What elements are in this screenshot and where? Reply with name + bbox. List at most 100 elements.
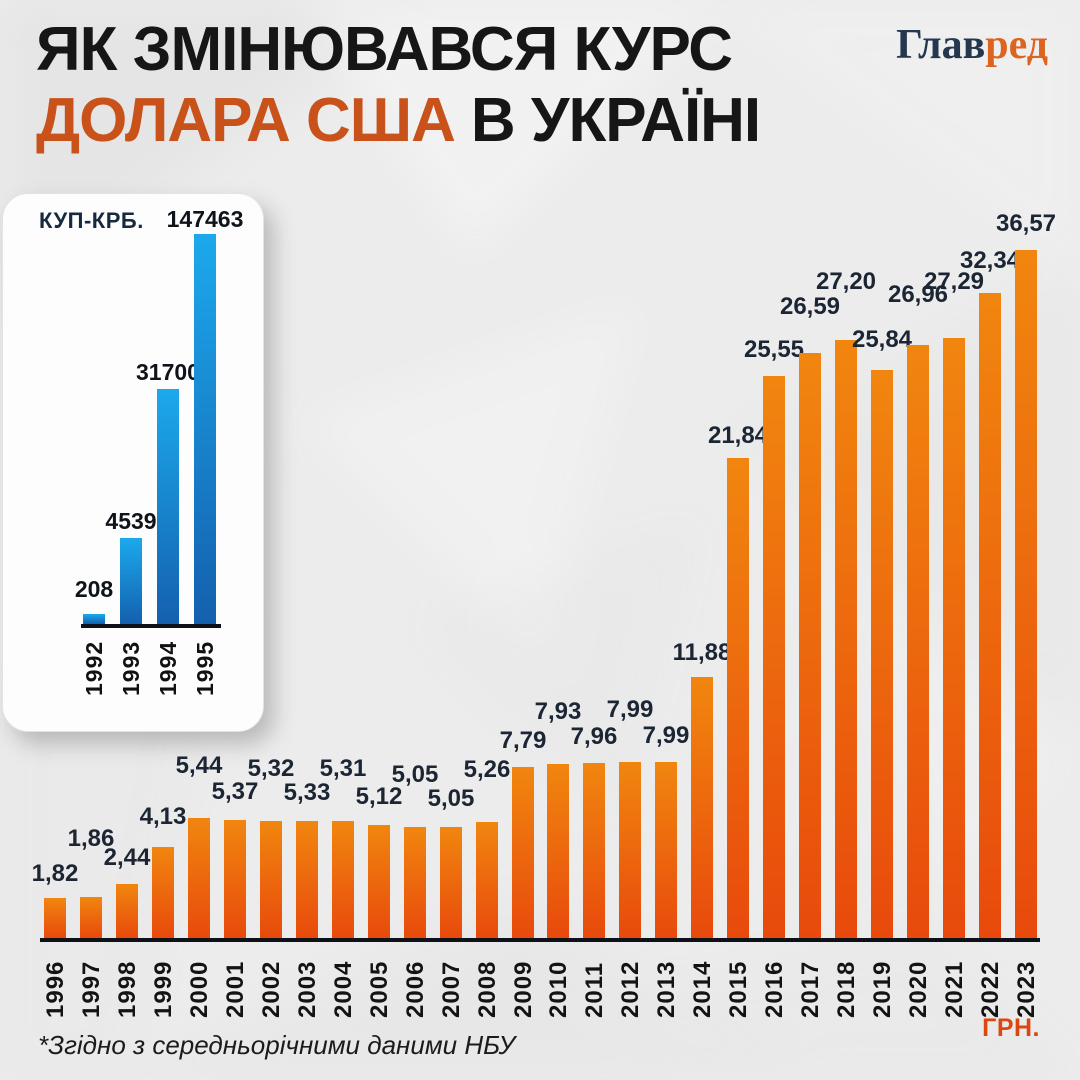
- main-x-axis: [40, 938, 1040, 942]
- title-line1: ЯК ЗМІНЮВАВСЯ КУРС: [36, 15, 733, 84]
- bar-2009: [512, 767, 534, 938]
- brand-logo-dark-part: Глав: [896, 22, 986, 68]
- year-label-2004: 2004: [330, 960, 357, 1018]
- bar-value-label-2023: 36,57: [995, 210, 1057, 237]
- year-label-2018: 2018: [833, 960, 860, 1018]
- inset-chart: 208 1992 4539 1993 31700 1994 147463 1995: [3, 194, 263, 731]
- bar-value-label-2018: 27,20: [815, 268, 877, 295]
- bar-value-label-2010: 7,93: [534, 698, 582, 725]
- bar-2003: [296, 821, 318, 938]
- bar-2012: [619, 762, 641, 938]
- year-label-2021: 2021: [941, 960, 968, 1018]
- bar-value-label-1998: 2,44: [103, 844, 151, 871]
- bar-value-label-1995: 147463: [166, 206, 244, 232]
- bar-value-label-2002: 5,32: [247, 755, 295, 782]
- bar-value-label-1994: 31700: [136, 359, 200, 385]
- bar-2023: [1015, 250, 1037, 938]
- bar-2010: [547, 764, 569, 938]
- year-label-2019: 2019: [869, 960, 896, 1018]
- bar-2018: [835, 340, 857, 938]
- bar-1998: [116, 884, 138, 938]
- bar-value-label-2021: 27,29: [923, 268, 985, 295]
- bar-1993: [120, 538, 142, 624]
- bar-1997: [80, 897, 102, 938]
- main-unit-label: ГРН.: [982, 1014, 1040, 1042]
- year-label-2017: 2017: [797, 960, 824, 1018]
- bar-2001: [224, 820, 246, 938]
- bar-2019: [871, 370, 893, 938]
- bar-value-label-2014: 11,88: [672, 639, 732, 666]
- bar-value-label-2011: 7,96: [570, 723, 618, 750]
- year-label-2016: 2016: [761, 960, 788, 1018]
- bar-2000: [188, 818, 210, 938]
- year-label-2005: 2005: [366, 960, 393, 1018]
- bar-2022: [979, 293, 1001, 938]
- bar-1996: [44, 898, 66, 938]
- title-line2: ДОЛАРА США В УКРАЇНІ: [36, 85, 761, 156]
- bar-value-label-1999: 4,13: [139, 803, 187, 830]
- bar-2021: [943, 338, 965, 938]
- year-label-2000: 2000: [186, 960, 213, 1018]
- year-label-1998: 1998: [114, 960, 141, 1018]
- year-label-1996: 1996: [42, 960, 69, 1018]
- year-label-2009: 2009: [510, 960, 537, 1018]
- inset-chart-card: КУП-КРБ. 208 1992 4539 1993 31700 1994 147463 1…: [2, 193, 264, 732]
- inset-unit-label: КУП-КРБ.: [39, 208, 144, 233]
- bar-2006: [404, 827, 426, 938]
- year-label-2013: 2013: [653, 960, 680, 1018]
- bar-2014: [691, 677, 713, 938]
- bar-1999: [152, 847, 174, 938]
- title-highlight: ДОЛАРА США: [36, 86, 456, 155]
- bar-2002: [260, 821, 282, 938]
- bar-value-label-2006: 5,05: [391, 761, 439, 788]
- bar-2004: [332, 821, 354, 938]
- bar-2008: [476, 822, 498, 938]
- bar-2007: [440, 827, 462, 938]
- footnote: *Згідно з середньорічними даними НБУ: [38, 1030, 516, 1060]
- year-label-2008: 2008: [474, 960, 501, 1018]
- brand-logo: Главред: [896, 24, 1048, 66]
- year-label-2010: 2010: [545, 960, 572, 1018]
- bar-value-label-2022: 32,34: [959, 247, 1021, 274]
- bar-value-label-2016: 25,55: [743, 336, 805, 363]
- year-label-1999: 1999: [150, 960, 177, 1018]
- bar-value-label-2012: 7,99: [606, 696, 654, 723]
- year-label-2001: 2001: [222, 960, 249, 1018]
- bar-2020: [907, 345, 929, 938]
- bar-2005: [368, 825, 390, 938]
- brand-logo-orange-part: ред: [985, 22, 1048, 68]
- bar-2013: [655, 762, 677, 938]
- bar-value-label-1993: 4539: [105, 508, 157, 534]
- bar-value-label-2008: 5,26: [463, 756, 511, 783]
- bar-2011: [583, 763, 605, 938]
- year-label-2012: 2012: [617, 960, 644, 1018]
- year-label-2003: 2003: [294, 960, 321, 1018]
- bar-value-label-2009: 7,79: [499, 727, 547, 754]
- bar-2017: [799, 353, 821, 938]
- bar-value-label-2020: 26,96: [887, 281, 949, 308]
- year-label-2020: 2020: [905, 960, 932, 1018]
- year-label-2011: 2011: [581, 961, 608, 1018]
- bar-value-label-1992: 208: [74, 576, 114, 602]
- year-label-2006: 2006: [402, 960, 429, 1018]
- page-title: ЯК ЗМІНЮВАВСЯ КУРС ДОЛАРА США В УКРАЇНІ: [36, 14, 761, 156]
- bar-1995: [194, 234, 216, 624]
- year-label-2022: 2022: [977, 960, 1004, 1018]
- bar-2016: [763, 376, 785, 938]
- inset-x-axis: [81, 624, 221, 628]
- bar-value-label-2004: 5,31: [319, 755, 367, 782]
- bar-value-label-2000: 5,44: [175, 752, 223, 779]
- year-label-1997: 1997: [78, 960, 105, 1018]
- bar-value-label-2013: 7,99: [642, 722, 690, 749]
- bar-value-label-2015: 21,84: [707, 422, 769, 449]
- bar-1992: [83, 614, 105, 624]
- bar-value-label-2003: 5,33: [283, 779, 331, 806]
- bar-value-label-1996: 1,82: [31, 860, 79, 887]
- bar-value-label-2001: 5,37: [211, 778, 259, 805]
- year-label-2014: 2014: [689, 960, 716, 1018]
- year-label-2002: 2002: [258, 960, 285, 1018]
- bar-value-label-2019: 25,84: [851, 326, 913, 353]
- bar-value-label-2005: 5,12: [355, 783, 403, 810]
